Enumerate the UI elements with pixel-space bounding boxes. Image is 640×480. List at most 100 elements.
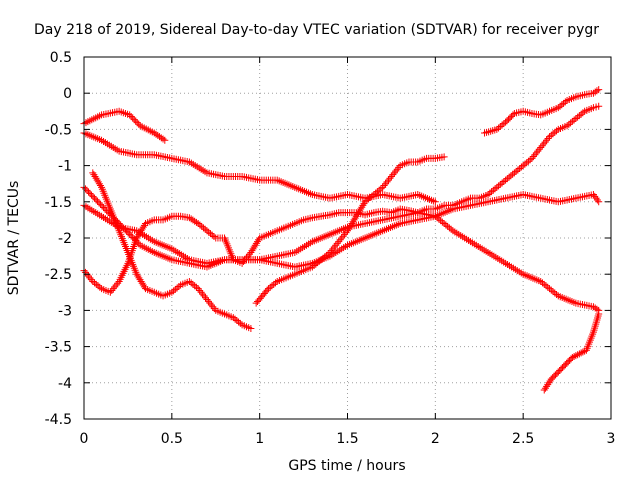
data-point-marker: [245, 250, 253, 258]
data-point-marker: [91, 172, 99, 180]
data-point-marker: [568, 117, 576, 125]
data-point-marker: [551, 128, 559, 136]
data-point-marker: [134, 272, 142, 280]
data-point-marker: [553, 290, 561, 298]
data-point-marker: [327, 247, 335, 255]
series-s7: [252, 153, 448, 307]
data-point-marker: [489, 186, 497, 194]
x-axis-ticks: 0 0.5 1 1.5 2 2.5 3: [80, 57, 616, 447]
data-point-marker: [159, 135, 167, 143]
data-point-marker: [90, 171, 98, 179]
data-point-marker: [84, 272, 92, 280]
data-point-marker: [268, 282, 276, 290]
data-point-marker: [567, 119, 575, 127]
data-point-marker: [236, 319, 244, 327]
data-point-marker: [330, 243, 338, 251]
y-tick-label: -4.5: [45, 412, 72, 428]
data-point-marker: [375, 186, 383, 194]
data-point-marker: [554, 104, 562, 112]
data-point-marker: [540, 386, 548, 394]
data-point-marker: [235, 318, 243, 326]
data-point-marker: [528, 154, 536, 162]
data-point-marker: [572, 352, 580, 360]
data-point-marker: [593, 196, 601, 204]
data-point-marker: [496, 123, 504, 131]
data-point-marker: [189, 280, 197, 288]
data-point-marker: [500, 178, 508, 186]
data-point-marker: [352, 212, 360, 220]
data-point-marker: [509, 111, 517, 119]
data-point-marker: [595, 310, 603, 318]
data-point-marker: [574, 113, 582, 121]
data-point-marker: [196, 221, 204, 229]
data-point-marker: [524, 157, 532, 165]
x-tick-label: 2: [431, 431, 440, 447]
data-point-marker: [91, 194, 99, 202]
data-point-marker: [507, 172, 515, 180]
data-point-marker: [91, 279, 99, 287]
data-point-marker: [366, 193, 374, 201]
data-point-marker: [370, 191, 378, 199]
data-point-marker: [205, 228, 213, 236]
data-point-marker: [507, 112, 515, 120]
data-point-marker: [517, 163, 525, 171]
data-point-marker: [127, 112, 135, 120]
data-point-marker: [570, 353, 578, 361]
data-point-marker: [253, 238, 261, 246]
data-point-marker: [379, 183, 387, 191]
data-point-marker: [168, 288, 176, 296]
data-point-marker: [266, 283, 274, 291]
data-point-marker: [324, 250, 332, 258]
data-point-marker: [595, 102, 603, 110]
data-point-marker: [359, 201, 367, 209]
data-point-marker: [207, 301, 215, 309]
data-point-marker: [319, 254, 327, 262]
data-point-marker: [135, 230, 143, 238]
data-point-marker: [233, 317, 241, 325]
data-point-marker: [360, 200, 368, 208]
data-point-marker: [387, 172, 395, 180]
data-point-marker: [134, 232, 142, 240]
data-point-marker: [240, 258, 248, 266]
data-point-marker: [351, 214, 359, 222]
data-point-marker: [171, 285, 179, 293]
x-tick-label: 3: [607, 431, 616, 447]
data-point-marker: [440, 153, 448, 161]
series-s5: [80, 102, 603, 296]
data-point-marker: [196, 286, 204, 294]
data-point-marker: [365, 195, 373, 203]
data-point-marker: [502, 118, 510, 126]
data-point-marker: [251, 241, 259, 249]
data-point-marker: [537, 144, 545, 151]
data-point-marker: [572, 115, 580, 123]
y-tick-label: -4: [58, 376, 72, 392]
data-point-marker: [244, 252, 252, 260]
data-point-marker: [344, 227, 351, 235]
data-point-marker: [312, 260, 320, 268]
data-point-marker: [92, 196, 100, 204]
data-point-marker: [541, 138, 549, 146]
data-point-marker: [199, 224, 207, 232]
data-point-marker: [335, 238, 343, 246]
data-point-marker: [538, 142, 546, 150]
data-point-marker: [431, 198, 439, 206]
data-point-marker: [574, 351, 582, 359]
data-point-marker: [382, 180, 390, 188]
data-point-marker: [135, 240, 143, 248]
data-point-marker: [543, 382, 551, 390]
chart-title: Day 218 of 2019, Sidereal Day-to-day VTE…: [34, 22, 599, 38]
data-point-marker: [206, 230, 214, 238]
data-point-marker: [592, 194, 600, 202]
data-point-marker: [560, 99, 568, 107]
data-point-marker: [138, 225, 146, 233]
data-point-marker: [100, 203, 108, 211]
data-point-marker: [363, 196, 371, 204]
data-point-marker: [543, 136, 551, 144]
y-tick-label: -1: [58, 159, 72, 175]
data-point-marker: [445, 224, 453, 232]
x-tick-label: 0.5: [161, 431, 183, 447]
y-axis-title: SDTVAR / TECUs: [6, 181, 22, 296]
data-point-marker: [342, 229, 350, 237]
data-point-marker: [111, 283, 119, 291]
